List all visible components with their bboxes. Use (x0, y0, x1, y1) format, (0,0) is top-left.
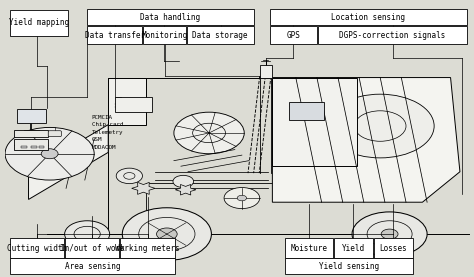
Text: Location sensing: Location sensing (331, 13, 405, 22)
Text: Data transfer: Data transfer (85, 31, 145, 40)
FancyBboxPatch shape (115, 97, 152, 112)
FancyBboxPatch shape (39, 146, 45, 148)
Circle shape (64, 221, 109, 247)
Circle shape (116, 168, 143, 184)
Text: Area sensing: Area sensing (64, 262, 120, 271)
Polygon shape (28, 125, 108, 199)
FancyBboxPatch shape (10, 258, 175, 274)
Text: Yield: Yield (342, 244, 365, 253)
FancyBboxPatch shape (289, 102, 324, 120)
Circle shape (352, 212, 427, 256)
Circle shape (237, 195, 246, 201)
Text: Data handling: Data handling (140, 13, 201, 22)
FancyBboxPatch shape (48, 131, 61, 137)
FancyBboxPatch shape (17, 109, 46, 123)
Circle shape (174, 112, 244, 154)
FancyBboxPatch shape (374, 238, 412, 258)
Text: DGPS-correction signals: DGPS-correction signals (339, 31, 446, 40)
FancyBboxPatch shape (65, 238, 119, 258)
FancyBboxPatch shape (270, 26, 317, 44)
FancyBboxPatch shape (187, 26, 254, 44)
FancyBboxPatch shape (31, 146, 36, 148)
FancyBboxPatch shape (260, 65, 272, 78)
Text: In/out of work: In/out of work (60, 244, 125, 253)
FancyBboxPatch shape (270, 9, 467, 25)
FancyBboxPatch shape (15, 138, 48, 150)
FancyBboxPatch shape (21, 146, 27, 148)
Text: Working meters: Working meters (115, 244, 180, 253)
FancyBboxPatch shape (273, 78, 357, 166)
FancyBboxPatch shape (319, 26, 467, 44)
Polygon shape (108, 78, 146, 125)
FancyBboxPatch shape (10, 238, 64, 258)
Text: Moisture: Moisture (290, 244, 327, 253)
FancyBboxPatch shape (120, 238, 175, 258)
Polygon shape (273, 78, 460, 202)
Text: Yield sensing: Yield sensing (319, 262, 379, 271)
FancyBboxPatch shape (15, 130, 48, 137)
Circle shape (326, 94, 434, 158)
Text: Monitoring: Monitoring (141, 31, 188, 40)
Circle shape (224, 188, 260, 209)
Text: Losses: Losses (379, 244, 407, 253)
Polygon shape (175, 184, 196, 195)
Polygon shape (132, 182, 155, 194)
FancyBboxPatch shape (87, 9, 254, 25)
Text: Data storage: Data storage (192, 31, 248, 40)
FancyBboxPatch shape (334, 238, 373, 258)
Circle shape (122, 208, 211, 260)
Circle shape (381, 229, 398, 239)
Circle shape (156, 228, 177, 240)
Circle shape (5, 127, 94, 180)
Circle shape (173, 175, 193, 188)
Text: GPS: GPS (286, 31, 301, 40)
Text: PCMCIA
Chip card
Telemetry
GSM
MODACOM: PCMCIA Chip card Telemetry GSM MODACOM (92, 115, 123, 150)
FancyBboxPatch shape (144, 26, 186, 44)
Text: Yield mapping: Yield mapping (9, 18, 69, 27)
FancyBboxPatch shape (87, 26, 143, 44)
Text: Cutting width: Cutting width (7, 244, 67, 253)
FancyBboxPatch shape (284, 258, 412, 274)
FancyBboxPatch shape (284, 238, 333, 258)
Circle shape (41, 149, 58, 159)
FancyBboxPatch shape (10, 10, 68, 36)
